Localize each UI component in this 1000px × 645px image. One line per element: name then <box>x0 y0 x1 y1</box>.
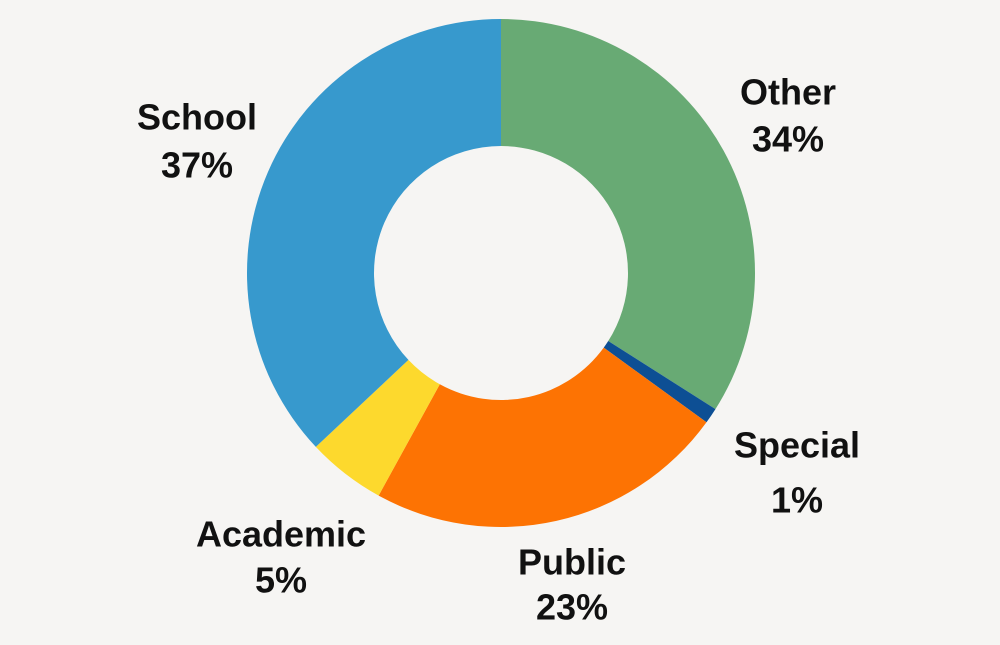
slice-value-label: 37% <box>161 145 233 186</box>
slice-value-label: 23% <box>536 587 608 628</box>
slice-value-label: 5% <box>255 560 307 601</box>
slice-value-label: 1% <box>771 480 823 521</box>
slice-value-label: 34% <box>752 119 824 160</box>
slice-label: School <box>137 97 257 138</box>
slice-label: Academic <box>196 514 366 555</box>
donut-slice <box>378 347 707 527</box>
slice-label: Other <box>740 72 836 113</box>
donut-slice <box>315 359 440 496</box>
donut-slice <box>247 18 501 447</box>
donut-slice <box>603 341 716 423</box>
donut-slice <box>501 19 755 410</box>
slice-label: Special <box>734 425 860 466</box>
slice-label: Public <box>518 542 626 583</box>
